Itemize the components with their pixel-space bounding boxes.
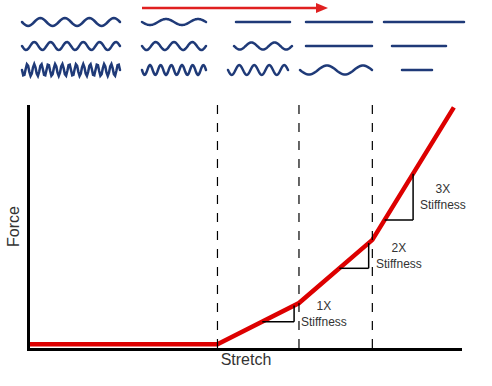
svg-text:Stretch: Stretch bbox=[221, 351, 272, 368]
svg-text:1XStiffness: 1XStiffness bbox=[301, 299, 347, 329]
svg-text:2XStiffness: 2XStiffness bbox=[376, 241, 422, 271]
svg-text:3XStiffness: 3XStiffness bbox=[420, 182, 466, 212]
svg-text:Force: Force bbox=[5, 206, 22, 247]
